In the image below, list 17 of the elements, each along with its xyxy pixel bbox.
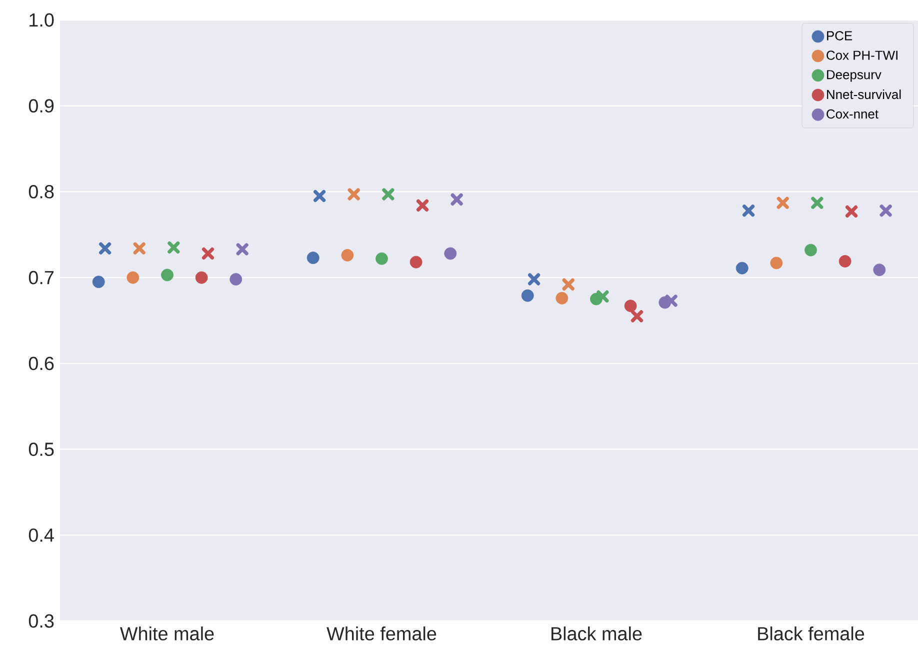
legend-label: Cox PH-TWI — [826, 50, 898, 60]
y-tick-label: 0.4 — [28, 528, 54, 542]
legend-label: PCE — [827, 31, 852, 40]
x-tick-label: Black female — [758, 626, 864, 640]
legend-label: Deepsurv — [827, 70, 882, 82]
y-tick-label: 0.5 — [28, 442, 54, 456]
x-tick-label: White male — [120, 626, 214, 640]
y-tick-label: 1.0 — [30, 13, 54, 27]
y-tick-label: 0.6 — [28, 356, 54, 370]
y-tick-label: 0.9 — [28, 99, 54, 113]
y-tick-label: 0.3 — [28, 614, 54, 628]
legend-label: Cox-nnet — [826, 109, 878, 119]
y-tick-label: 0.7 — [28, 270, 54, 284]
x-tick-label: White female — [326, 626, 436, 640]
legend-label: Nnet-survival — [827, 90, 901, 100]
x-tick-label: Black male — [552, 626, 642, 640]
y-tick-label: 0.8 — [28, 185, 54, 198]
